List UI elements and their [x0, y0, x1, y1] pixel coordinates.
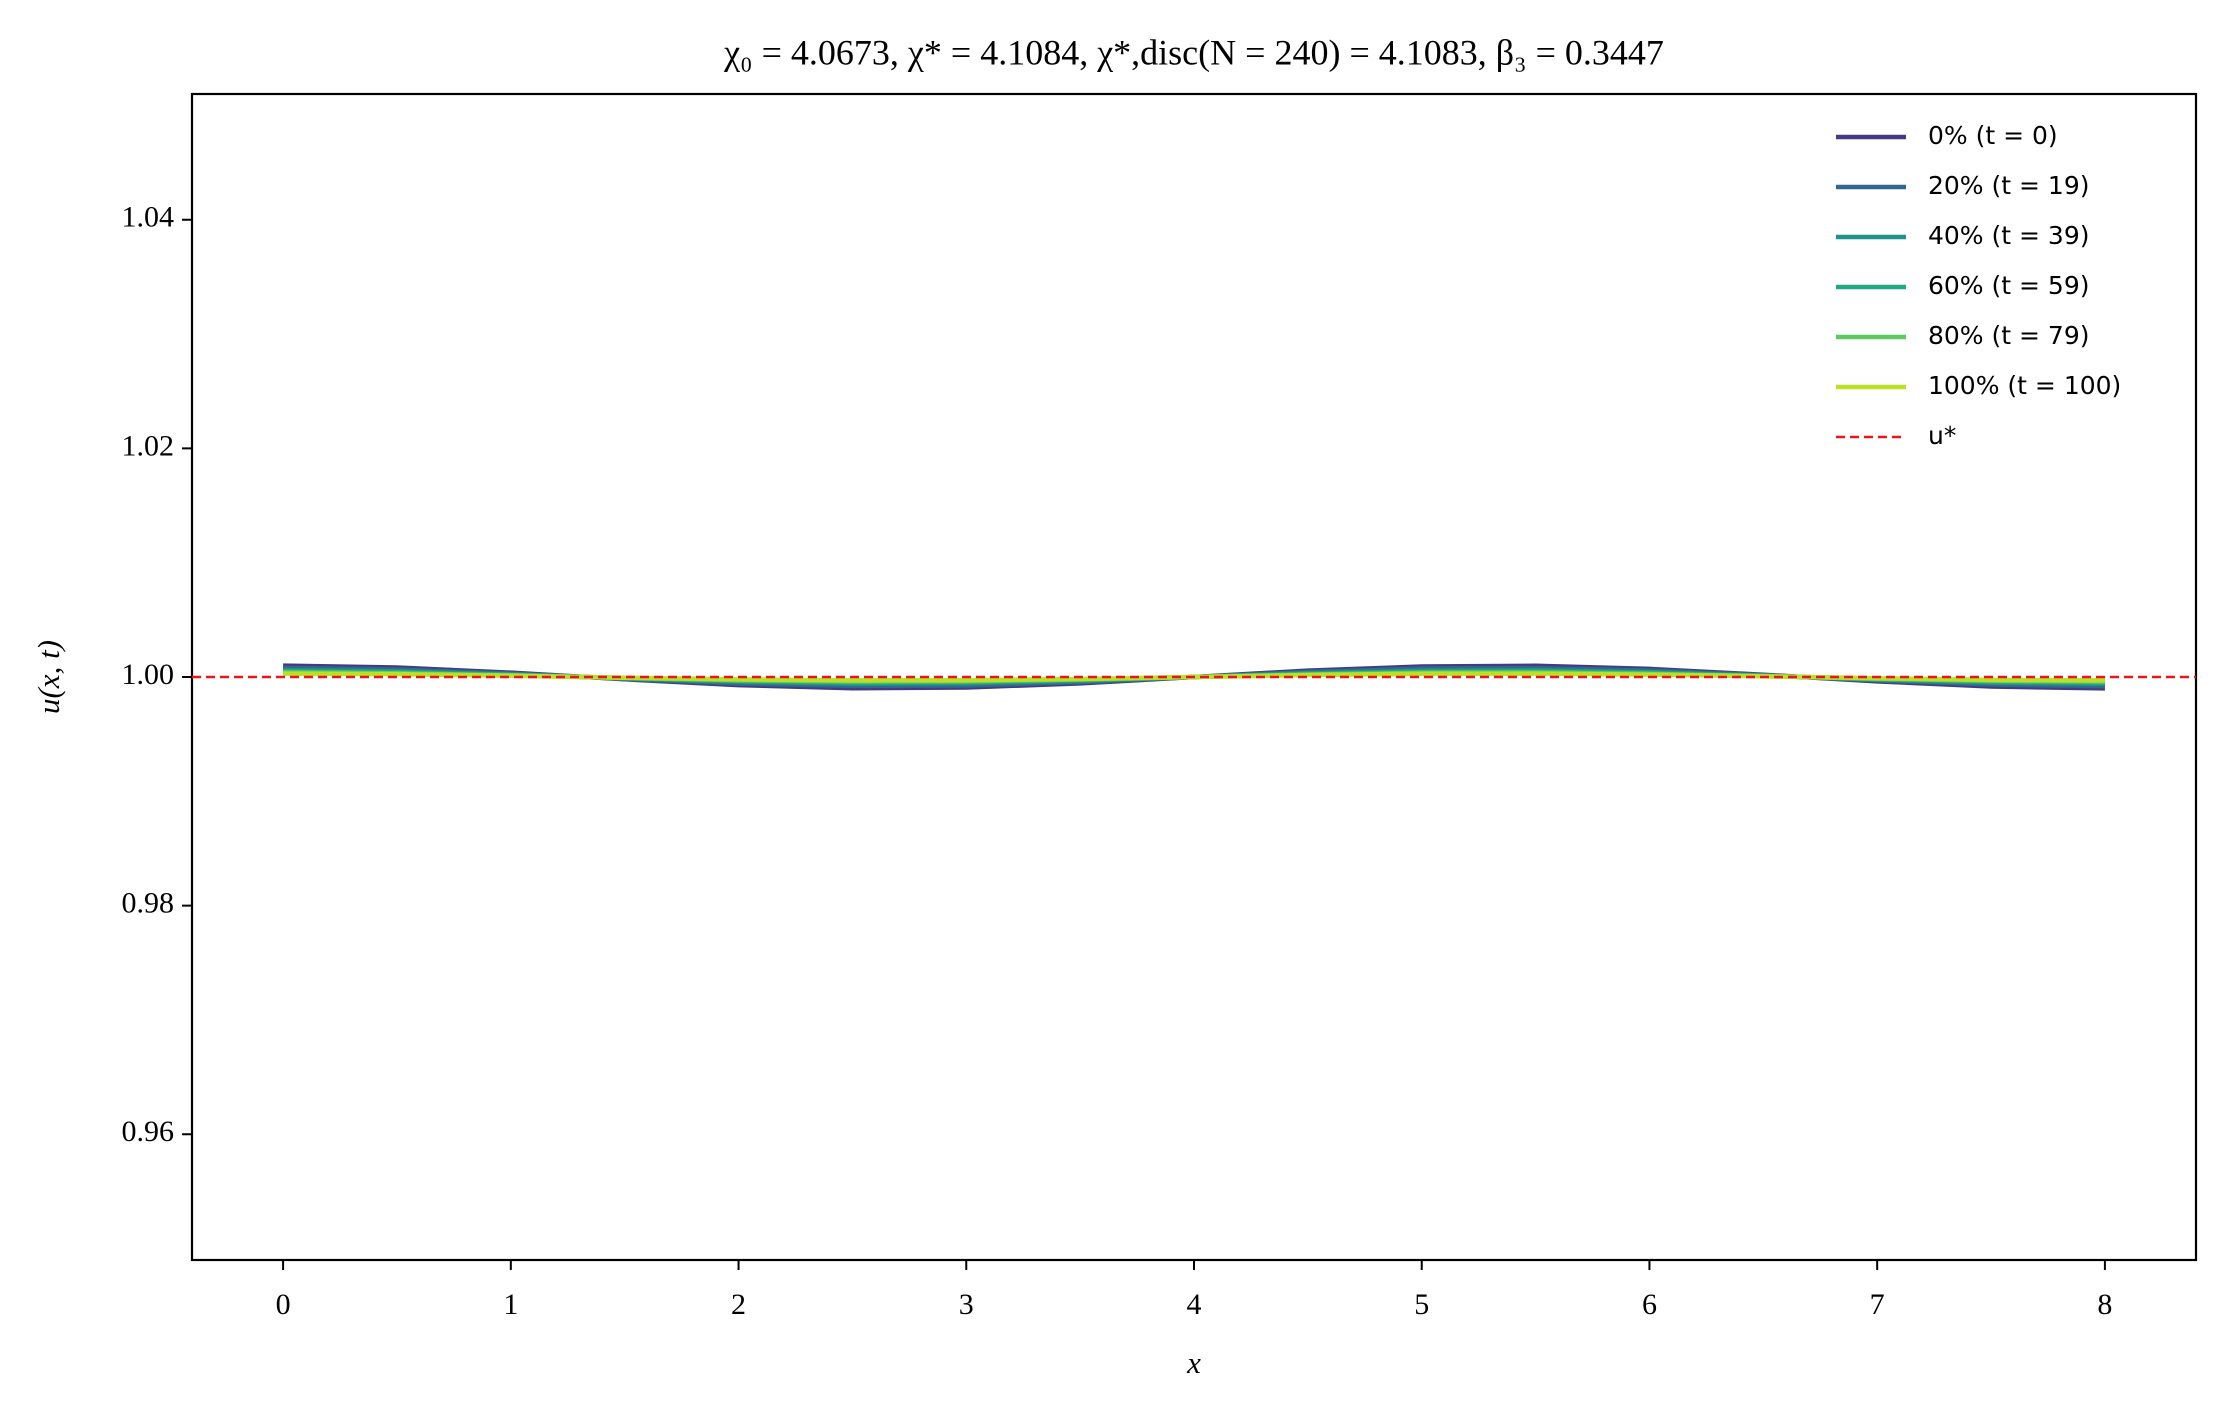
x-tick-label: 8: [2097, 1288, 2112, 1321]
y-tick-label: 0.96: [122, 1115, 175, 1148]
legend-label: 80% (t = 79): [1928, 321, 2089, 350]
y-tick-label: 0.98: [122, 887, 175, 920]
x-axis-label: x: [1186, 1345, 1201, 1380]
x-tick-label: 0: [276, 1288, 291, 1321]
legend-label: 100% (t = 100): [1928, 371, 2121, 400]
x-tick-label: 7: [1870, 1288, 1885, 1321]
x-tick-label: 4: [1187, 1288, 1202, 1321]
x-tick-label: 5: [1414, 1288, 1429, 1321]
legend-label: 0% (t = 0): [1928, 121, 2058, 150]
x-tick-label: 1: [503, 1288, 518, 1321]
legend-label: u*: [1928, 421, 1956, 450]
y-tick-label: 1.00: [122, 658, 175, 691]
legend-label: 60% (t = 59): [1928, 271, 2089, 300]
x-tick-label: 3: [959, 1288, 974, 1321]
legend-label: 20% (t = 19): [1928, 171, 2089, 200]
y-tick-label: 1.02: [122, 429, 175, 462]
legend-label: 40% (t = 39): [1928, 221, 2089, 250]
x-tick-label: 6: [1642, 1288, 1657, 1321]
y-axis-label: u(x, t): [31, 640, 66, 714]
chart-title: χ₀ = 4.0673, χ* = 4.1084, χ*,disc(N = 24…: [723, 32, 1664, 72]
y-tick-label: 1.04: [122, 201, 175, 234]
x-tick-label: 2: [731, 1288, 746, 1321]
